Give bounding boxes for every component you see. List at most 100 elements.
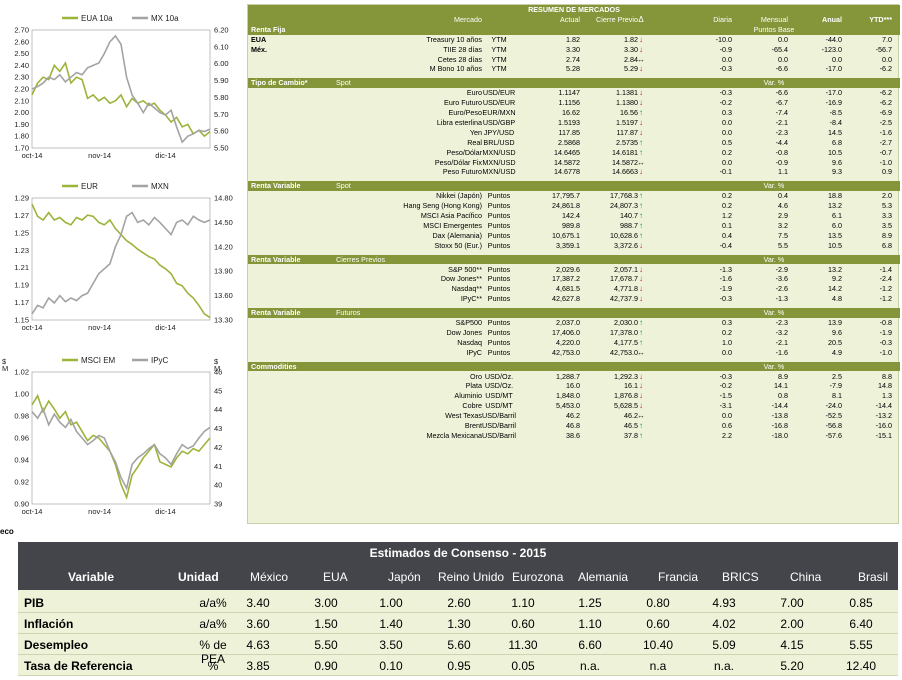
row-monthly: -7.4 <box>775 108 788 117</box>
consensus-row-label: PIB <box>24 596 45 610</box>
row-annual: 13.5 <box>828 230 842 240</box>
consensus-header-cell: Alemania <box>578 570 629 584</box>
row-actual: 1,848.0 <box>556 391 580 401</box>
row-previous: 16.56 <box>620 108 638 117</box>
row-name: West Texas <box>445 411 482 421</box>
row-monthly: -18.0 <box>771 430 788 440</box>
row-ytd: -1.2 <box>879 294 892 304</box>
row-name: Nasdaq <box>457 337 482 347</box>
row-unit: JPY/USD <box>483 127 515 137</box>
consensus-value: 0.05 <box>511 659 535 673</box>
right-axis-tick: 14.80 <box>214 194 233 203</box>
row-ytd: -1.2 <box>879 284 892 294</box>
row-monthly: -0.9 <box>775 157 788 167</box>
section-header: Renta Variable Futuros Var. % <box>248 308 900 318</box>
market-row: Cobre USD/MT 5,453.0 5,628.5 ↓ -3.1 -14.4 -24.0… <box>248 401 900 411</box>
row-unit: MXN/USD <box>482 147 516 157</box>
consensus-header-cell: Japón <box>388 570 421 584</box>
consensus-table: Estimados de Consenso - 2015 Variable Uni… <box>18 542 898 676</box>
row-annual: -7.9 <box>829 381 842 391</box>
row-ytd: 8.9 <box>882 230 892 240</box>
row-ytd: -6.9 <box>879 108 892 117</box>
legend-label: MXN <box>151 182 169 191</box>
row-monthly: 0.4 <box>778 191 788 201</box>
row-daily: 0.5 <box>722 137 732 147</box>
row-previous: 2.5735 <box>616 137 638 147</box>
row-daily: 0.4 <box>722 230 732 240</box>
row-unit: USD/Barril <box>482 411 516 421</box>
row-monthly: -13.8 <box>771 411 788 421</box>
row-previous: 3,372.6 <box>614 240 638 250</box>
row-ytd: -16.0 <box>875 421 892 430</box>
chart-legend: MSCI EM IPyC <box>62 356 169 365</box>
row-previous: 1,292.3 <box>614 371 638 381</box>
left-axis-tick: 1.25 <box>14 228 29 237</box>
row-actual: 14.6778 <box>554 167 580 177</box>
consensus-value: 1.10 <box>578 617 602 631</box>
row-annual: 13.9 <box>828 318 842 327</box>
market-row: Méx. TIIE 28 días YTM 3.30 3.30 ↓ -0.9 -65.4 -12… <box>248 45 900 55</box>
left-axis-tick: 1.21 <box>14 263 29 272</box>
row-annual: 18.8 <box>828 191 842 201</box>
x-axis-tick: dic-14 <box>155 507 175 516</box>
row-unit: Puntos <box>487 318 511 327</box>
consensus-value: 4.63 <box>246 638 270 652</box>
consensus-value: 5.60 <box>447 638 471 652</box>
row-ytd: -2.7 <box>879 137 892 147</box>
arrow-up-icon: ↑ <box>639 337 643 347</box>
market-row: West Texas USD/Barril 46.2 46.2 ↔ 0.0 -13.8 -52… <box>248 411 900 421</box>
row-annual: -17.0 <box>825 88 842 98</box>
row-unit: Puntos <box>487 211 511 220</box>
row-name: Peso/Dólar <box>446 147 482 157</box>
row-annual: 9.3 <box>832 167 842 177</box>
market-row: Nasdaq Puntos 4,220.0 4,177.5 ↑ 1.0 -2.1 20.5 -0… <box>248 338 900 348</box>
row-previous: 42,753.0 <box>610 347 638 357</box>
consensus-header-cell: Brasil <box>858 570 889 584</box>
consensus-row: PIB a/a% 3.40 3.00 1.00 2.60 1.10 1.25 0.80 4.93 7… <box>18 592 898 613</box>
right-axis-tick: 5.90 <box>214 76 229 85</box>
consensus-value: 4.02 <box>712 617 736 631</box>
row-daily: 1.2 <box>722 211 732 220</box>
market-row: Euro USD/EUR 1.1147 1.1381 ↓ -0.3 -6.6 -17.0 -6.… <box>248 88 900 98</box>
arrow-down-icon: ↓ <box>639 117 643 127</box>
row-ytd: -56.7 <box>875 44 892 54</box>
consensus-value: 5.50 <box>314 638 338 652</box>
row-annual: -52.5 <box>825 411 842 421</box>
row-unit: MXN/USD <box>482 157 516 167</box>
section-title: Renta Fija <box>251 24 286 34</box>
market-summary-table: RESUMEN DE MERCADOS Mercado Actual Cierre P… <box>247 4 900 524</box>
row-name: MSCI Emergentes <box>423 220 482 230</box>
row-name: Stoxx 50 (Eur.) <box>434 240 482 250</box>
row-ytd: -14.4 <box>875 401 892 411</box>
consensus-header-cell: Variable <box>68 570 115 584</box>
market-row: Brent USD/Barril 46.8 46.5 ↑ 0.6 -16.8 -56.8 -16… <box>248 421 900 431</box>
row-name: Brent <box>464 421 482 430</box>
market-row: IPyC Puntos 42,753.0 42,753.0 ↔ 0.0 -1.6 4.9 -1.… <box>248 348 900 358</box>
row-name: Aluminio <box>454 391 482 401</box>
row-previous: 117.87 <box>616 127 638 137</box>
source-label: eco <box>0 527 14 536</box>
row-name: Real <box>467 137 482 147</box>
row-monthly: -16.8 <box>771 421 788 430</box>
consensus-value: 1.50 <box>314 617 338 631</box>
row-ytd: -6.2 <box>879 64 892 74</box>
consensus-value: 1.00 <box>379 596 403 610</box>
row-monthly: -2.1 <box>775 117 788 127</box>
market-row: Nasdaq** Puntos 4,681.5 4,771.8 ↓ -1.9 -2.6 14.… <box>248 284 900 294</box>
row-name: S&P 500** <box>448 264 482 274</box>
arrow-down-icon: ↓ <box>639 98 643 108</box>
row-daily: 1.0 <box>722 337 732 347</box>
row-previous: 37.8 <box>624 430 638 440</box>
market-row: Mezcla Mexicana USD/Barril 38.6 37.8 ↑ 2.2 -18… <box>248 431 900 441</box>
market-row: Dow Jones Puntos 17,406.0 17,378.0 ↑ 0.2 -3.2 9… <box>248 328 900 338</box>
market-row: Stoxx 50 (Eur.) Puntos 3,359.1 3,372.6 ↓ -0.4… <box>248 241 900 251</box>
row-previous: 5,628.5 <box>614 401 638 411</box>
consensus-value: 5.09 <box>712 638 736 652</box>
row-previous: 16.1 <box>624 381 638 391</box>
row-annual: -16.9 <box>825 98 842 108</box>
arrow-up-icon: ↑ <box>639 137 643 147</box>
left-axis-tick: 2.20 <box>14 85 29 94</box>
row-actual: 38.6 <box>566 430 580 440</box>
row-daily: 0.0 <box>722 347 732 357</box>
chart-legend: EUR MXN <box>62 182 169 191</box>
